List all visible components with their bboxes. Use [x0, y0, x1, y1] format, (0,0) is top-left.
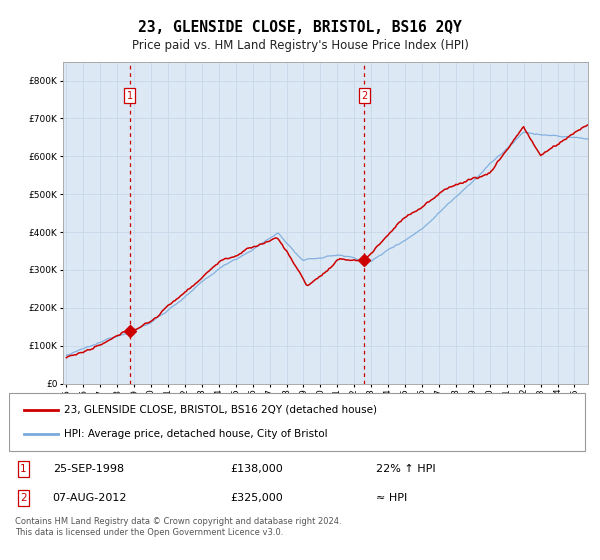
Text: HPI: Average price, detached house, City of Bristol: HPI: Average price, detached house, City…: [64, 428, 328, 438]
Text: 23, GLENSIDE CLOSE, BRISTOL, BS16 2QY: 23, GLENSIDE CLOSE, BRISTOL, BS16 2QY: [138, 20, 462, 35]
FancyBboxPatch shape: [9, 393, 585, 451]
Text: 2: 2: [20, 493, 27, 503]
Text: 1: 1: [20, 464, 27, 474]
Text: 07-AUG-2012: 07-AUG-2012: [53, 493, 127, 503]
Text: 2: 2: [361, 91, 367, 101]
Text: Price paid vs. HM Land Registry's House Price Index (HPI): Price paid vs. HM Land Registry's House …: [131, 39, 469, 52]
Text: 23, GLENSIDE CLOSE, BRISTOL, BS16 2QY (detached house): 23, GLENSIDE CLOSE, BRISTOL, BS16 2QY (d…: [64, 404, 377, 414]
Text: Contains HM Land Registry data © Crown copyright and database right 2024.
This d: Contains HM Land Registry data © Crown c…: [15, 517, 341, 536]
Text: 25-SEP-1998: 25-SEP-1998: [53, 464, 124, 474]
Text: £325,000: £325,000: [230, 493, 283, 503]
Text: 22% ↑ HPI: 22% ↑ HPI: [376, 464, 435, 474]
Text: £138,000: £138,000: [230, 464, 283, 474]
Text: ≈ HPI: ≈ HPI: [376, 493, 407, 503]
Text: 1: 1: [127, 91, 133, 101]
